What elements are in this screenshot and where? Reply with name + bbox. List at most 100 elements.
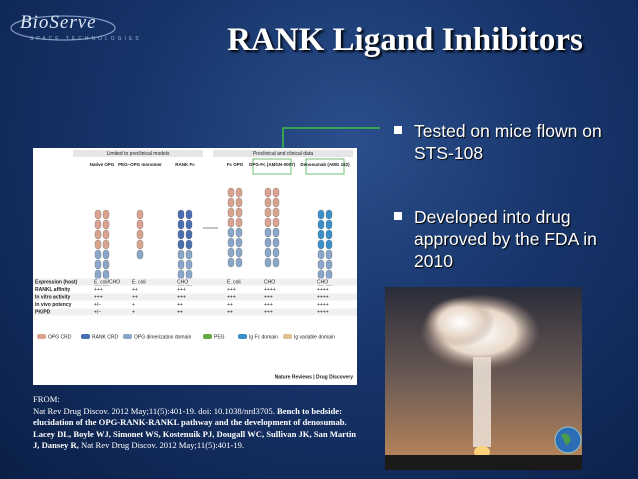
domain — [272, 227, 280, 238]
citation-title: Bench to bedside: elucidation of the OPG… — [33, 405, 357, 451]
domain — [102, 209, 110, 220]
domain — [317, 259, 325, 270]
domain — [136, 239, 144, 250]
domain — [264, 257, 272, 268]
launch-photo — [385, 287, 582, 470]
row-label: In vitro activity — [35, 294, 71, 300]
domain — [185, 249, 193, 260]
cell: ++ — [227, 302, 233, 308]
domain — [94, 259, 102, 270]
domain — [227, 227, 235, 238]
globe-icon — [554, 426, 582, 454]
domain — [264, 247, 272, 258]
domain — [325, 209, 333, 220]
domain — [185, 269, 193, 280]
domain — [177, 249, 185, 260]
domain — [317, 269, 325, 280]
domain — [102, 259, 110, 270]
domain — [235, 197, 243, 208]
row-band — [33, 301, 357, 308]
domain — [185, 219, 193, 230]
cell: ++++ — [317, 309, 329, 315]
logo-name: BioServe — [20, 12, 97, 33]
domain — [185, 259, 193, 270]
domain — [235, 217, 243, 228]
domain — [272, 207, 280, 218]
domain — [317, 249, 325, 260]
domain — [94, 269, 102, 280]
row-band — [33, 293, 357, 301]
legend-label: Ig Fc domain — [249, 334, 278, 340]
cell: ++++ — [317, 302, 329, 308]
domain — [317, 209, 325, 220]
domain — [177, 239, 185, 250]
cell: +++ — [177, 294, 186, 300]
citation-journal: Nat Rev Drug Discov. 2012 May;11(5):401-… — [81, 440, 245, 451]
legend-label: RANK CRD — [92, 334, 119, 340]
molecule-box — [305, 158, 345, 175]
domain — [264, 187, 272, 198]
legend-swatch — [81, 334, 90, 339]
cell: ++++ — [317, 294, 329, 300]
row-band — [33, 278, 357, 286]
domain — [94, 239, 102, 250]
cell: ++ — [132, 294, 138, 300]
cell: ++ — [177, 309, 183, 315]
cell: + — [132, 302, 135, 308]
cell: +/− — [94, 302, 101, 308]
legend-label: PEG — [214, 334, 225, 340]
group-band — [73, 150, 203, 157]
domain — [94, 229, 102, 240]
domain — [94, 209, 102, 220]
cell: ++ — [132, 287, 138, 293]
domain — [185, 209, 193, 220]
row-label: RANKL affinity — [35, 287, 70, 293]
domain — [325, 229, 333, 240]
molecule-drawings — [94, 187, 333, 290]
domain — [177, 259, 185, 270]
bullet: Developed into drug approved by the FDA … — [392, 206, 632, 272]
domain — [102, 239, 110, 250]
cell: +++ — [227, 287, 236, 293]
domain — [272, 237, 280, 248]
domain — [235, 257, 243, 268]
domain — [325, 259, 333, 270]
cell: ++++ — [264, 287, 276, 293]
domain — [272, 187, 280, 198]
legend-swatch — [283, 334, 292, 339]
row-label: PK/PD — [35, 309, 51, 315]
domain — [177, 209, 185, 220]
legend-label: Ig variable domain — [294, 334, 335, 340]
legend-label: OPG CRD — [48, 334, 72, 340]
domain — [235, 187, 243, 198]
domain — [94, 249, 102, 260]
molecule-name: Native OPG — [90, 162, 115, 167]
legend-swatch — [238, 334, 247, 339]
citation-prefix: FROM: — [33, 394, 60, 404]
domain — [325, 249, 333, 260]
domain — [227, 187, 235, 198]
domain — [177, 229, 185, 240]
domain — [264, 237, 272, 248]
domain — [235, 247, 243, 258]
cell: CHO — [264, 279, 275, 285]
molecule-name: OPG-Fc (AMGN-0007) — [249, 162, 296, 167]
cell: +/− — [94, 309, 101, 315]
domain — [264, 217, 272, 228]
cell: +++ — [94, 287, 103, 293]
row-band — [33, 308, 357, 316]
domain — [235, 207, 243, 218]
domain — [227, 197, 235, 208]
molecule-box — [252, 158, 292, 175]
domain — [227, 237, 235, 248]
domain — [264, 207, 272, 218]
domain — [227, 207, 235, 218]
domain — [235, 237, 243, 248]
legend-swatch — [203, 334, 212, 339]
cell: ++++ — [317, 287, 329, 293]
domain — [185, 229, 193, 240]
cell: +++ — [264, 294, 273, 300]
domain — [177, 219, 185, 230]
domain — [136, 249, 144, 260]
